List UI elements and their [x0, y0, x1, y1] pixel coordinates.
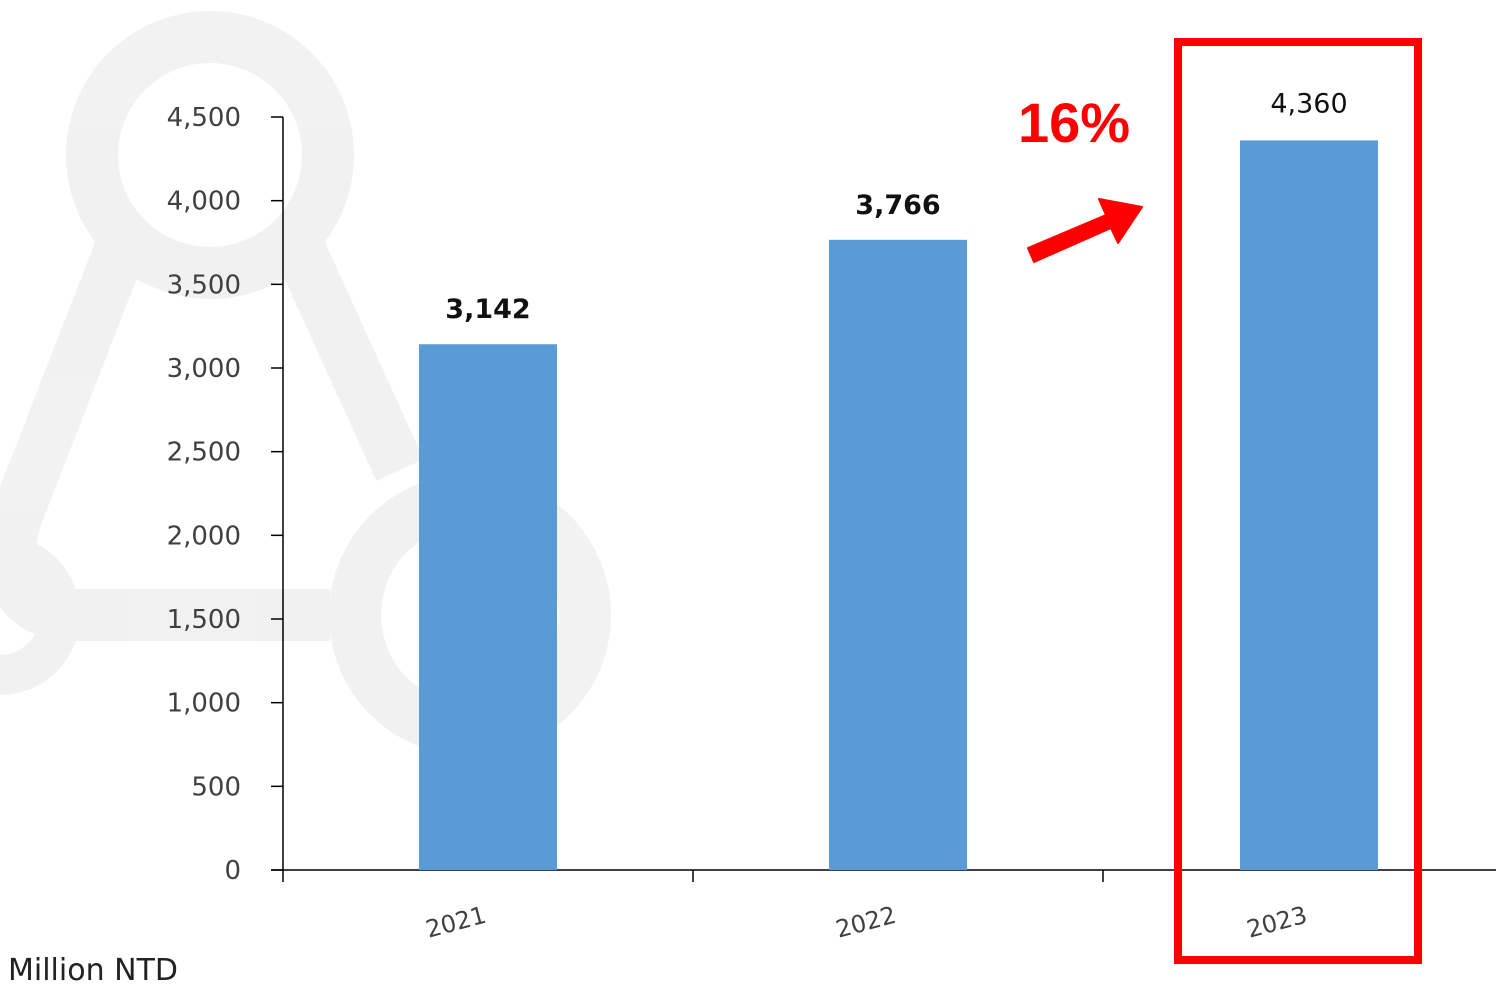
data-label-2022: 3,766 — [855, 190, 940, 221]
y-tick-label: 1,500 — [167, 605, 241, 635]
x-tick-label-2022: 2022 — [833, 901, 899, 944]
highlight-box-2023 — [1174, 38, 1422, 964]
y-tick-label: 2,500 — [167, 438, 241, 468]
bar-2023 — [1240, 140, 1378, 871]
growth-arrow-icon — [1027, 198, 1143, 263]
unit-label: Million NTD — [8, 953, 178, 985]
y-tick-label: 1,000 — [167, 689, 241, 719]
data-label-2023: 4,360 — [1270, 88, 1347, 119]
y-tick-label: 500 — [191, 772, 241, 802]
plot-area: 0 500 1,000 1,500 2,000 2,500 3,000 3,500 4,000 4… — [167, 38, 1496, 964]
y-tick-label: 3,000 — [167, 354, 241, 384]
bar-2022 — [829, 239, 967, 871]
x-tick-label-2023: 2023 — [1244, 901, 1310, 944]
y-tick-label: 2,000 — [167, 521, 241, 551]
y-tick-label: 4,500 — [167, 103, 241, 133]
bar-2021 — [419, 344, 557, 871]
growth-label: 16% — [1018, 91, 1130, 154]
y-tick-label: 0 — [224, 856, 241, 886]
y-tick-label: 4,000 — [167, 187, 241, 217]
y-tick-label: 3,500 — [167, 270, 241, 300]
x-tick-label-2021: 2021 — [423, 901, 489, 944]
data-label-2021: 3,142 — [445, 294, 530, 325]
